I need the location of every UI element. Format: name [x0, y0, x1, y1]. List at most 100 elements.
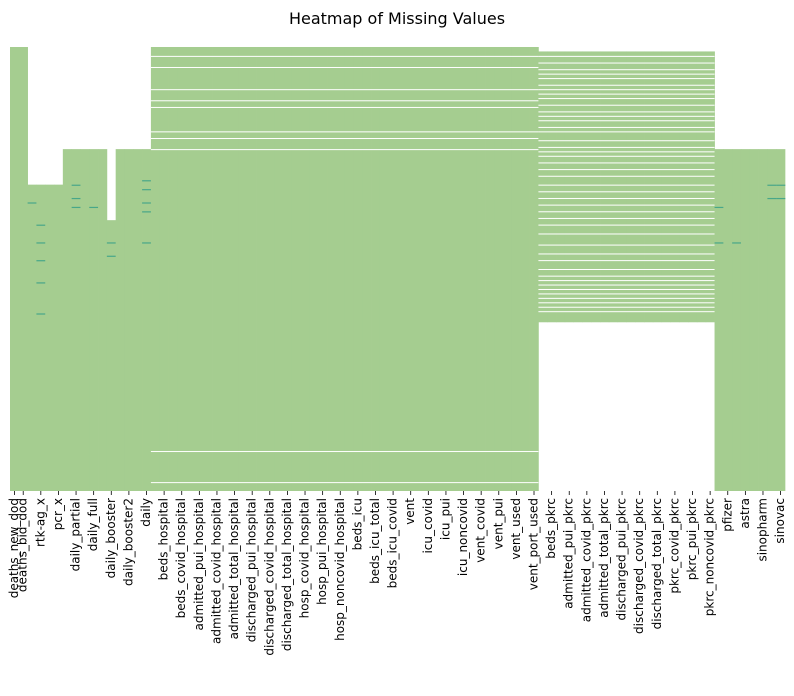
heatmap-column-cell [617, 51, 627, 323]
heatmap-column-cell [423, 47, 434, 491]
missing-row-line [538, 288, 715, 290]
heatmap-column-cell [124, 149, 134, 491]
missing-row-line [538, 55, 715, 57]
x-tick-label: daily_full [86, 498, 100, 551]
heatmap-column-cell [776, 149, 786, 491]
x-tick-label: admitted_pui_pkrc [562, 498, 576, 609]
heatmap-accent-line [106, 255, 117, 257]
heatmap-column-cell [564, 51, 574, 323]
heatmap-column-cell [723, 149, 733, 491]
heatmap-column-cell [494, 47, 504, 491]
heatmap-column-cell [89, 149, 99, 491]
heatmap-accent-line [714, 206, 724, 209]
heatmap-column-cell [256, 47, 266, 491]
heatmap-column-cell [415, 47, 425, 491]
x-tick-label: vent_covid [474, 498, 488, 563]
missing-row-line [538, 140, 715, 142]
missing-row-line [538, 211, 715, 213]
heatmap-column-cell [300, 47, 310, 491]
missing-row-line [538, 293, 715, 295]
heatmap-column-cell [661, 51, 671, 323]
chart-title: Heatmap of Missing Values [289, 9, 505, 28]
heatmap-column-cell [18, 47, 28, 491]
heatmap-column-cell [608, 51, 619, 323]
heatmap-column-cell [318, 47, 328, 491]
heatmap-column-cell [291, 47, 301, 491]
missing-row-line [150, 149, 539, 151]
heatmap-column-cell [159, 47, 169, 491]
missing-row-line [538, 93, 715, 95]
x-tick-label: discharged_total_hospital [280, 498, 294, 651]
heatmap-column-cell [573, 51, 583, 323]
heatmap-column-cell [556, 51, 566, 323]
x-tick-label: vent [403, 498, 417, 525]
heatmap-column-cell [591, 51, 601, 323]
heatmap-column-cell [115, 149, 125, 491]
missing-row-line [538, 260, 715, 262]
x-tick-label: hosp_pui_hospital [315, 498, 329, 605]
missing-row-line [538, 89, 715, 91]
x-tick-label: icu_noncovid [456, 498, 470, 576]
heatmap-column-cell [600, 51, 610, 323]
missing-row-line [150, 89, 539, 91]
heatmap-column-cell [749, 149, 759, 491]
heatmap-column-cell [309, 47, 319, 491]
heatmap-accent-line [71, 206, 81, 209]
heatmap-column-cell [274, 47, 284, 491]
missing-row-line [538, 306, 715, 308]
heatmap-column-cell [714, 149, 724, 491]
heatmap-accent-line [142, 242, 152, 244]
missing-row-line [538, 191, 715, 193]
heatmap-column-cell [538, 51, 548, 323]
heatmap-column-cell [186, 47, 196, 491]
missing-row-line [538, 297, 715, 299]
heatmap-column-cell [459, 47, 469, 491]
heatmap-column-cell [10, 47, 20, 491]
heatmap-accent-line [106, 242, 117, 244]
missing-row-line [538, 155, 715, 157]
heatmap-column-cell [432, 47, 442, 491]
heatmap-accent-line [142, 189, 152, 191]
heatmap-accent-line [732, 242, 742, 244]
heatmap-column-cell [194, 47, 205, 491]
x-tick-label: beds_covid_hospital [174, 498, 188, 618]
x-tick-label: deaths_bid_dod [16, 498, 30, 592]
heatmap-accent-line [71, 184, 81, 186]
heatmap-accent-line [89, 206, 99, 209]
heatmap-accent-line [36, 282, 46, 284]
missing-row-line [538, 244, 715, 246]
x-tick-label: icu_covid [421, 498, 435, 554]
x-tick-label: discharged_covid_pkrc [632, 498, 646, 634]
missing-row-line [538, 204, 715, 206]
heatmap-column-cell [644, 51, 654, 323]
heatmap-accent-line [142, 180, 152, 182]
missing-row-line [538, 151, 715, 153]
heatmap-column-cell [27, 184, 37, 491]
heatmap-column-cell [238, 47, 249, 491]
missing-row-line [150, 106, 539, 108]
heatmap-column-cell [511, 47, 522, 491]
heatmap-accent-line [27, 202, 37, 204]
x-tick-label: deaths_new_dod [7, 498, 21, 598]
heatmap-column-cell [344, 47, 354, 491]
heatmap-column-cell [230, 47, 240, 491]
missing-row-line [538, 224, 715, 226]
heatmap-accent-line [36, 242, 46, 244]
heatmap-column-cell [150, 47, 161, 491]
missing-row-line [538, 126, 715, 128]
heatmap-accent-line [714, 242, 724, 244]
heatmap-column-cell [441, 47, 451, 491]
heatmap-column-cell [485, 47, 495, 491]
x-tick-label: beds_icu_total [368, 498, 382, 584]
heatmap-cells [10, 47, 786, 491]
missing-row-line [538, 175, 715, 177]
missing-row-line [538, 104, 715, 106]
heatmap-column-cell [547, 51, 557, 323]
missing-row-line [538, 284, 715, 286]
heatmap-column-cell [688, 51, 698, 323]
missing-row-line [538, 98, 715, 100]
x-tick-label: admitted_total_hospital [227, 498, 241, 639]
x-tick-label: rtk-ag_x [33, 498, 47, 547]
heatmap-column-cell [705, 51, 715, 323]
